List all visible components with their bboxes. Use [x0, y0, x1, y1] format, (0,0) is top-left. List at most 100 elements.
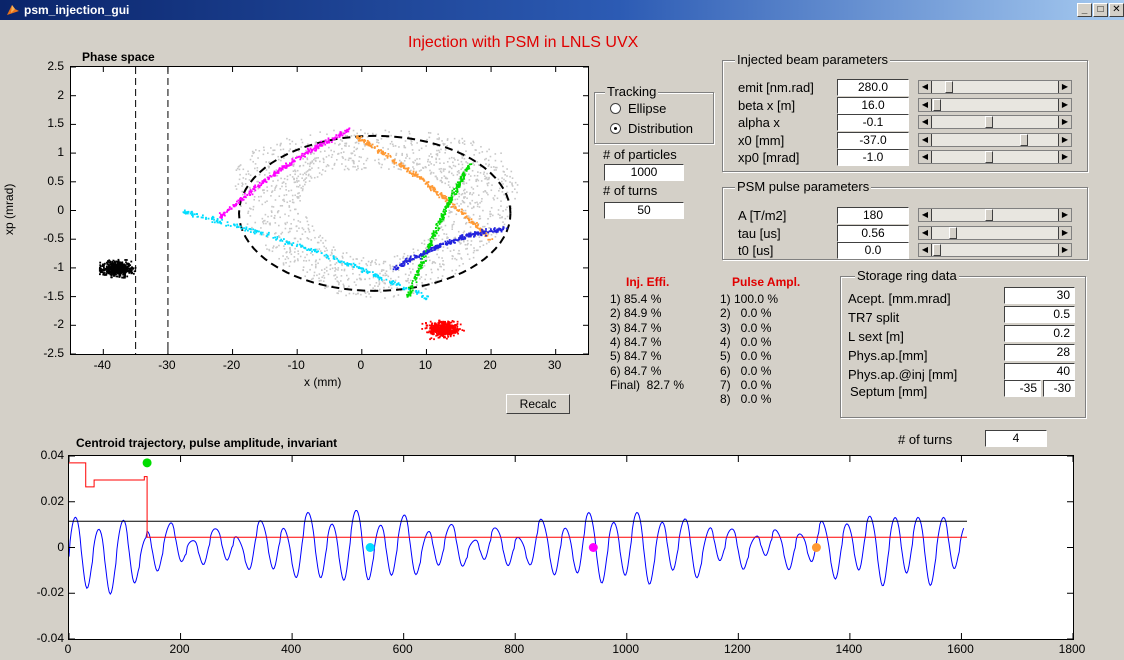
septum-input-2[interactable]: -30: [1043, 380, 1075, 397]
stored-beam-point: [382, 269, 385, 271]
stored-beam-point: [333, 150, 335, 153]
phase-xtick-label: -30: [158, 358, 176, 372]
ring-param-input[interactable]: 28: [1004, 344, 1075, 361]
particle-point: [413, 254, 416, 257]
particle-point: [405, 167, 408, 170]
slider-left-arrow-icon[interactable]: ◀: [919, 81, 932, 93]
particle-point: [446, 334, 449, 336]
slider-left-arrow-icon[interactable]: ◀: [919, 244, 932, 256]
particle-point: [437, 323, 440, 325]
recalc-button[interactable]: Recalc: [506, 394, 570, 414]
maximize-button[interactable]: □: [1093, 3, 1108, 17]
particle-point: [115, 275, 118, 278]
particle-point: [117, 270, 120, 273]
slider-left-arrow-icon[interactable]: ◀: [919, 133, 932, 146]
stored-beam-point: [306, 253, 308, 256]
slider-thumb[interactable]: [985, 151, 993, 163]
stored-beam-point: [348, 168, 350, 171]
psm-slider[interactable]: ◀ ▶: [918, 243, 1072, 257]
ring-param-input[interactable]: 30: [1004, 287, 1075, 304]
inj-value-input[interactable]: -37.0: [837, 131, 909, 149]
bottom-turns-input[interactable]: 4: [985, 430, 1047, 447]
injected-beam-title: Injected beam parameters: [735, 52, 891, 67]
slider-left-arrow-icon[interactable]: ◀: [919, 226, 932, 239]
inj-slider[interactable]: ◀ ▶: [918, 132, 1072, 147]
turns-input[interactable]: 50: [604, 202, 684, 219]
stored-beam-point: [342, 252, 345, 255]
particle-point: [343, 132, 346, 135]
psm-value-input[interactable]: 0.56: [837, 224, 909, 242]
slider-thumb[interactable]: [949, 226, 957, 239]
inj-slider[interactable]: ◀ ▶: [918, 97, 1072, 112]
slider-thumb[interactable]: [985, 209, 993, 221]
inj-slider[interactable]: ◀ ▶: [918, 115, 1072, 129]
stored-beam-point: [339, 280, 342, 282]
particle-point: [211, 221, 214, 224]
ring-param-input[interactable]: 40: [1004, 363, 1075, 380]
stored-beam-point: [249, 158, 252, 161]
particle-point: [115, 273, 117, 276]
particle-point: [441, 333, 444, 336]
slider-left-arrow-icon[interactable]: ◀: [919, 209, 932, 221]
stored-beam-point: [463, 143, 466, 145]
inj-value-input[interactable]: -1.0: [837, 149, 909, 166]
psm-value-input[interactable]: 0.0: [837, 242, 909, 259]
slider-right-arrow-icon[interactable]: ▶: [1058, 133, 1071, 146]
psm-value-input[interactable]: 180: [837, 207, 909, 224]
stored-beam-point: [460, 258, 463, 260]
slider-right-arrow-icon[interactable]: ▶: [1058, 81, 1071, 93]
stored-beam-point: [456, 170, 459, 173]
particles-input[interactable]: 1000: [604, 164, 684, 181]
radio-ellipse[interactable]: [610, 103, 621, 114]
particle-point: [425, 327, 428, 329]
stored-beam-point: [265, 244, 267, 247]
particle-point: [443, 333, 446, 336]
stored-beam-point: [440, 148, 442, 151]
stored-beam-point: [428, 259, 431, 262]
ring-param-input[interactable]: 0.5: [1004, 306, 1075, 323]
particle-point: [443, 208, 445, 211]
slider-thumb[interactable]: [933, 244, 941, 256]
stored-beam-point: [291, 198, 294, 201]
stored-beam-point: [437, 133, 439, 136]
slider-left-arrow-icon[interactable]: ◀: [919, 98, 932, 111]
particle-point: [117, 267, 120, 270]
stored-beam-point: [343, 269, 346, 272]
stored-beam-point: [441, 181, 444, 183]
slider-thumb[interactable]: [985, 116, 993, 128]
slider-right-arrow-icon[interactable]: ▶: [1058, 209, 1071, 221]
slider-thumb[interactable]: [945, 81, 953, 93]
septum-input-1[interactable]: -35: [1004, 380, 1041, 397]
ring-param-input[interactable]: 0.2: [1004, 325, 1075, 342]
slider-thumb[interactable]: [933, 98, 941, 111]
psm-slider[interactable]: ◀ ▶: [918, 225, 1072, 240]
stored-beam-point: [289, 200, 291, 202]
particle-point: [304, 155, 306, 158]
particle-point: [443, 211, 446, 213]
minimize-button[interactable]: _: [1077, 3, 1092, 17]
inj-slider[interactable]: ◀ ▶: [918, 80, 1072, 94]
inj-slider[interactable]: ◀ ▶: [918, 150, 1072, 164]
close-button[interactable]: ✕: [1109, 3, 1124, 17]
stored-beam-point: [412, 248, 415, 251]
particle-point: [122, 264, 125, 267]
stored-beam-point: [448, 209, 451, 212]
slider-right-arrow-icon[interactable]: ▶: [1058, 116, 1071, 128]
inj-value-input[interactable]: 280.0: [837, 79, 909, 96]
slider-left-arrow-icon[interactable]: ◀: [919, 151, 932, 163]
stored-beam-point: [389, 142, 392, 145]
slider-right-arrow-icon[interactable]: ▶: [1058, 151, 1071, 163]
particle-point: [275, 171, 278, 174]
slider-right-arrow-icon[interactable]: ▶: [1058, 226, 1071, 239]
stored-beam-point: [455, 269, 458, 271]
particle-point: [441, 334, 444, 337]
slider-left-arrow-icon[interactable]: ◀: [919, 116, 932, 128]
stored-beam-point: [272, 180, 274, 182]
slider-thumb[interactable]: [1020, 133, 1028, 146]
slider-right-arrow-icon[interactable]: ▶: [1058, 98, 1071, 111]
psm-slider[interactable]: ◀ ▶: [918, 208, 1072, 222]
radio-distribution[interactable]: [610, 123, 621, 134]
inj-value-input[interactable]: 16.0: [837, 96, 909, 114]
inj-value-input[interactable]: -0.1: [837, 114, 909, 131]
slider-right-arrow-icon[interactable]: ▶: [1058, 244, 1071, 256]
